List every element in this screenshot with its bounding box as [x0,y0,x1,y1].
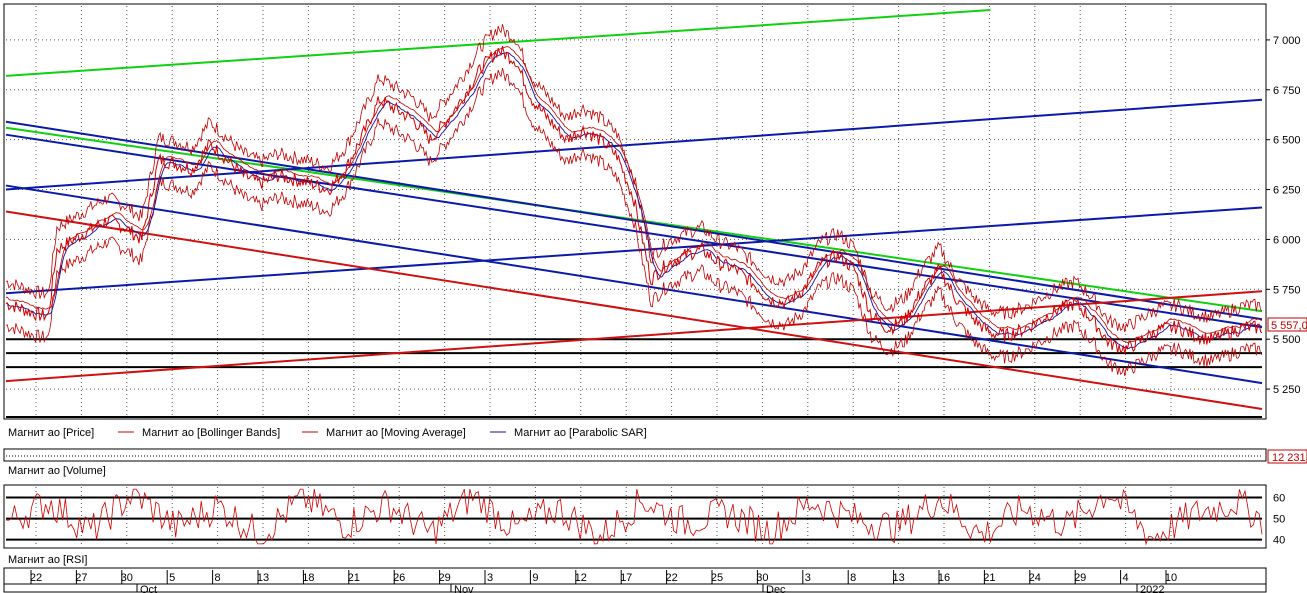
rsi-tick-label: 40 [1273,535,1285,547]
main-legend: Магнит ао [Price] Магнит ао [Bollinger B… [8,427,647,439]
x-day-label: 21 [348,572,360,584]
rsi-legend: Магнит ао [RSI] [8,554,87,566]
volume-tag: 12 231 [1267,449,1307,464]
y-tick-label: 7 000 [1273,35,1301,47]
x-day-label: 24 [1029,572,1041,584]
rsi-panel-frame [3,484,1267,549]
bollinger-upper [5,24,1263,333]
blue-channel-lower [5,184,1263,385]
last-price-tag: 5 557,0 [1267,317,1307,332]
rsi-tick-label: 50 [1273,514,1285,526]
green-channel-top [5,8,991,77]
legend-sar: Магнит ао [Parabolic SAR] [514,427,647,439]
y-tick-label: 5 750 [1273,284,1301,296]
x-day-label: 3 [805,572,811,584]
legend-bb: Магнит ао [Bollinger Bands] [142,427,280,439]
y-tick-label: 5 500 [1273,334,1301,346]
x-day-label: 5 [169,572,175,584]
x-day-label: 10 [1165,572,1177,584]
x-day-label: 25 [711,572,723,584]
parabolic-sar [5,52,1263,350]
x-day-label: 16 [938,572,950,584]
x-day-label: 21 [983,572,995,584]
volume-panel-frame [3,448,1267,462]
red-rising-line [5,290,1263,383]
x-day-label: 17 [620,572,632,584]
x-day-label: 4 [1123,572,1129,584]
legend-ma: Магнит ао [Moving Average] [326,427,466,439]
x-day-label: 12 [575,572,587,584]
x-day-label: 13 [257,572,269,584]
month-label: Dec [766,584,786,593]
series-layer [5,24,1263,377]
grid [6,6,1262,546]
x-day-label: 30 [121,572,133,584]
rsi-tick-label: 60 [1273,493,1285,505]
x-day-label: 8 [215,572,221,584]
x-day-label: 22 [30,572,42,584]
rsi-line [5,488,1263,546]
x-day-label: 18 [302,572,314,584]
y-tick-label: 6 250 [1273,185,1301,197]
x-axis: 22 27 30 5 8 13 18 21 26 29 3 9 12 17 22 25 30 3 8 13 16 21 24… [4,570,1266,593]
y-tick-label: 5 250 [1273,384,1301,396]
x-day-label: 3 [487,572,493,584]
blue-channel-upper [5,133,1263,329]
x-day-label: 29 [1074,572,1086,584]
y-tick-label: 6 000 [1273,234,1301,246]
last-price-label: 5 557,0 [1271,320,1307,332]
legend-price: Магнит ао [Price] [8,427,94,439]
red-channel-bottom [5,210,1263,411]
x-day-label: 27 [75,572,87,584]
rsi-axis: 60 50 40 [5,488,1285,547]
date-axis-frame [3,567,1267,593]
month-label: 2022 [1140,584,1164,593]
price-line [5,45,1263,355]
volume-value: 12 231 [1272,452,1306,464]
y-axis: 7 000 6 750 6 500 6 250 6 000 5 750 5 500 5 250 [1266,35,1301,396]
x-day-label: 26 [393,572,405,584]
y-tick-label: 6 750 [1273,85,1301,97]
x-day-label: 29 [438,572,450,584]
volume-legend: Магнит ао [Volume] [8,465,106,477]
month-label: Oct [140,584,157,593]
x-day-label: 30 [756,572,768,584]
blue-rising-line [5,206,1263,295]
month-label: Nov [454,584,474,593]
bollinger-lower [5,68,1263,377]
x-day-label: 8 [850,572,856,584]
x-day-label: 13 [892,572,904,584]
x-day-label: 22 [665,572,677,584]
main-panel-frame [3,3,1267,420]
y-tick-label: 6 500 [1273,135,1301,147]
x-day-label: 9 [532,572,538,584]
